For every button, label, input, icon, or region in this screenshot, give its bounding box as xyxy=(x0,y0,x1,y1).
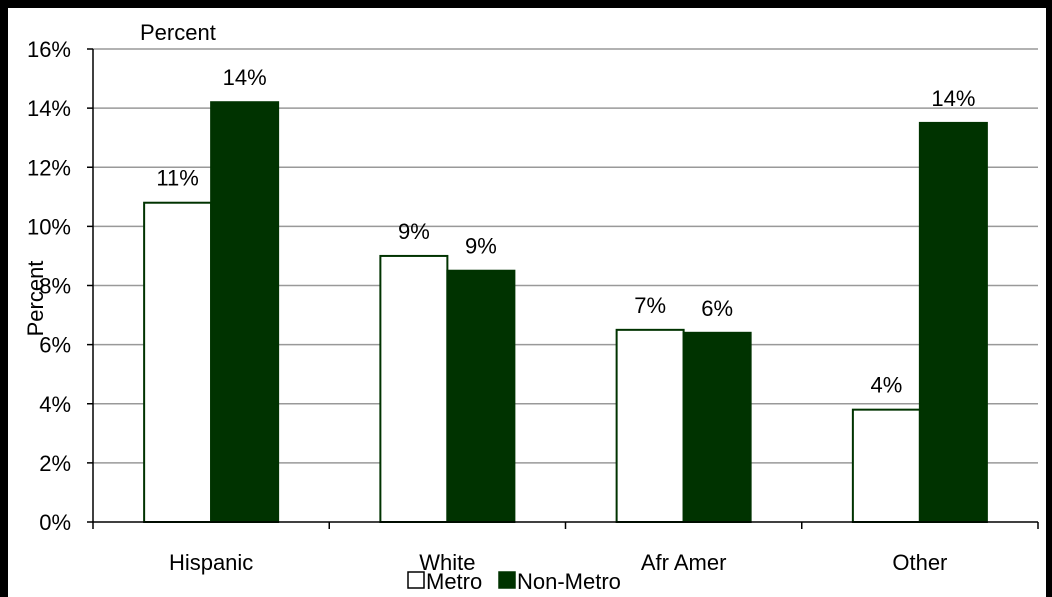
bar-non-metro-other xyxy=(918,121,988,523)
bars: 11% 14% 9% 9% 7% 6% 4% 14% xyxy=(143,65,988,524)
legend-swatch-non-metro xyxy=(498,571,516,589)
chart-title: Percent xyxy=(140,20,216,45)
data-label: 4% xyxy=(870,373,902,398)
legend-swatch-metro xyxy=(407,571,425,589)
data-label: 14% xyxy=(931,86,975,111)
bar-non-metro-white xyxy=(446,269,516,523)
x-tick-label: Hispanic xyxy=(169,550,253,575)
bar-non-metro-hispanic xyxy=(210,101,280,524)
y-tick-label: 14% xyxy=(27,96,71,121)
y-tick-label: 12% xyxy=(27,155,71,180)
legend: Metro Non-Metro xyxy=(407,569,621,594)
data-label: 14% xyxy=(223,65,267,90)
y-axis: 0% 2% 4% 6% 8% 10% 12% 14% 16% xyxy=(27,37,94,535)
bar-metro-white xyxy=(379,254,449,523)
bar-metro-other xyxy=(851,408,921,524)
data-label: 6% xyxy=(701,296,733,321)
data-label: 9% xyxy=(398,219,430,244)
y-tick-label: 16% xyxy=(27,37,71,62)
data-label: 7% xyxy=(634,293,666,318)
data-label: 9% xyxy=(465,234,497,259)
y-tick-label: 6% xyxy=(39,333,71,358)
x-tick-label: Afr Amer xyxy=(641,550,727,575)
x-tick-label: White xyxy=(419,550,475,575)
y-tick-label: 2% xyxy=(39,451,71,476)
legend-label: Metro xyxy=(426,569,482,594)
bar-non-metro-afr-amer xyxy=(682,331,752,523)
bar-metro-hispanic xyxy=(143,201,213,523)
bar-metro-afr-amer xyxy=(615,328,685,523)
legend-label: Non-Metro xyxy=(517,569,621,594)
y-tick-label: 4% xyxy=(39,392,71,417)
y-tick-label: 0% xyxy=(39,510,71,535)
y-axis-title: Percent xyxy=(23,261,48,337)
y-tick-label: 8% xyxy=(39,274,71,299)
x-tick-label: Other xyxy=(892,550,947,575)
x-axis: Hispanic White Afr Amer Other xyxy=(92,521,1039,575)
data-label: 11% xyxy=(156,166,198,191)
y-tick-label: 10% xyxy=(27,214,71,239)
